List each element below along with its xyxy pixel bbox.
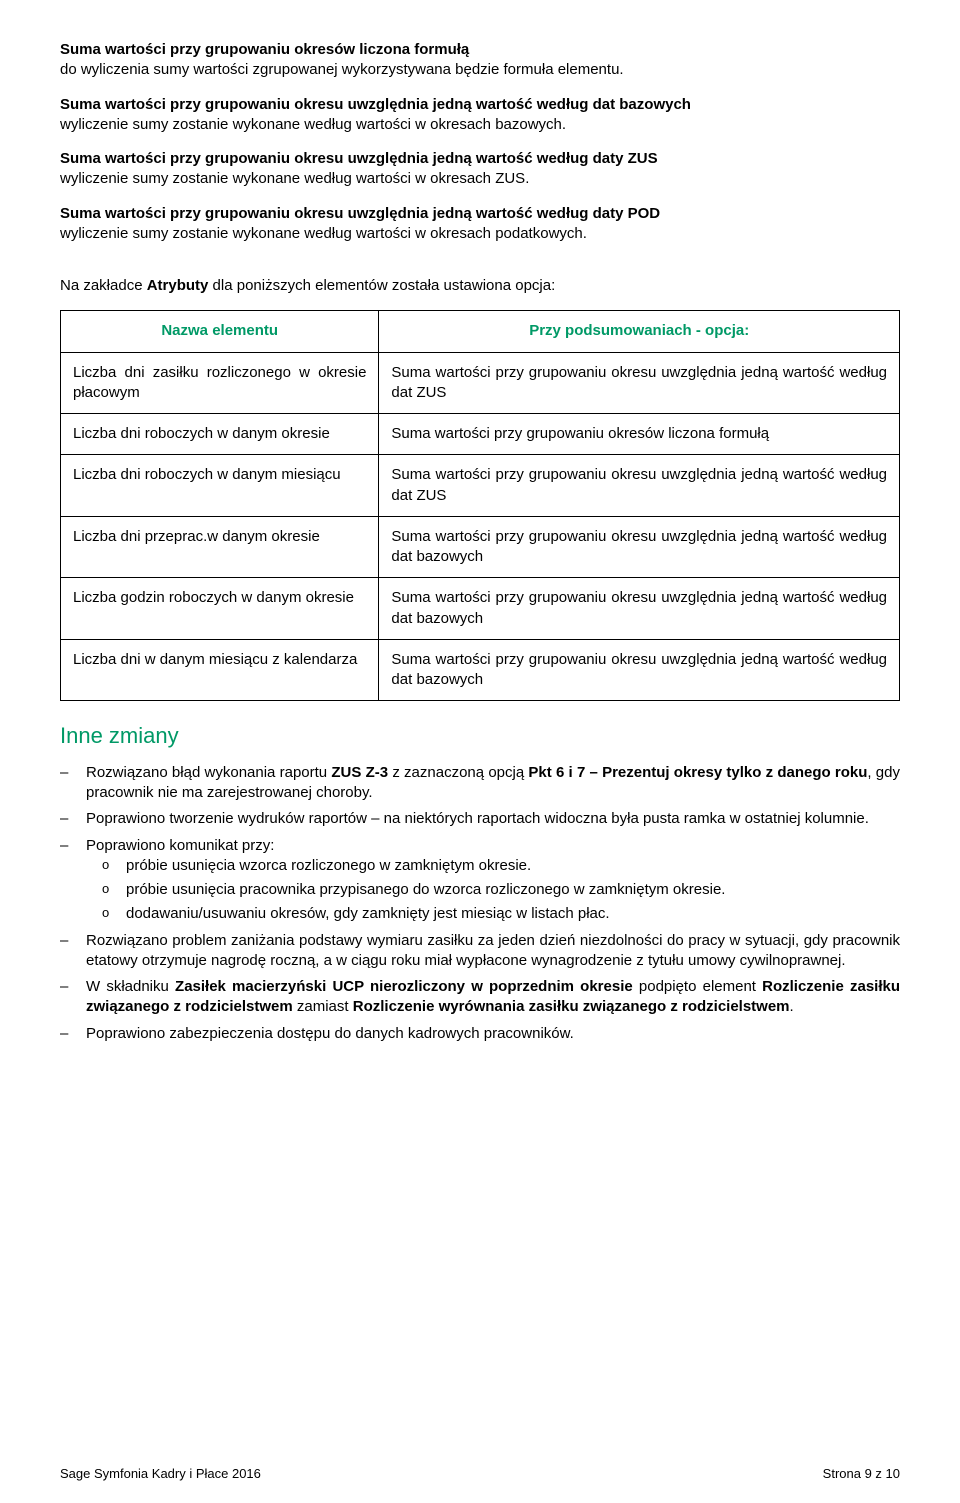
- para3-rest: wyliczenie sumy zostanie wykonane według…: [60, 170, 529, 187]
- b1-b2: Pkt 6 i 7 – Prezentuj okresy tylko z dan…: [528, 764, 867, 781]
- b1-b1: ZUS Z-3: [331, 764, 388, 781]
- table-intro: Na zakładce Atrybuty dla poniższych elem…: [60, 276, 900, 296]
- cell-right: Suma wartości przy grupowaniu okresu uwz…: [379, 639, 900, 701]
- table-row: Liczba dni roboczych w danym miesiącu Su…: [61, 455, 900, 517]
- cell-right: Suma wartości przy grupowaniu okresu uwz…: [379, 516, 900, 578]
- attributes-table: Nazwa elementu Przy podsumowaniach - opc…: [60, 310, 900, 701]
- changes-list: Rozwiązano błąd wykonania raportu ZUS Z-…: [60, 763, 900, 1044]
- para1-bold: Suma wartości przy grupowaniu okresów li…: [60, 41, 469, 58]
- table-row: Liczba dni przeprac.w danym okresie Suma…: [61, 516, 900, 578]
- list-item: Rozwiązano problem zaniżania podstawy wy…: [86, 931, 900, 972]
- b1-mid: z zaznaczoną opcją: [388, 764, 528, 781]
- b5-mid2: zamiast: [293, 998, 353, 1015]
- sub-list-item: próbie usunięcia wzorca rozliczonego w z…: [126, 856, 900, 876]
- list-item: Poprawiono tworzenie wydruków raportów –…: [86, 809, 900, 829]
- list-item: Poprawiono zabezpieczenia dostępu do dan…: [86, 1024, 900, 1044]
- para2-rest: wyliczenie sumy zostanie wykonane według…: [60, 116, 566, 133]
- paragraph-2: Suma wartości przy grupowaniu okresu uwz…: [60, 95, 900, 136]
- footer-right: Strona 9 z 10: [823, 1465, 900, 1483]
- list-item: Poprawiono komunikat przy: próbie usunię…: [86, 836, 900, 925]
- b5-b1: Zasiłek macierzyński UCP nierozliczony w…: [175, 978, 633, 995]
- paragraph-1: Suma wartości przy grupowaniu okresów li…: [60, 40, 900, 81]
- section-heading: Inne zmiany: [60, 721, 900, 751]
- table-row: Liczba dni zasiłku rozliczonego w okresi…: [61, 352, 900, 414]
- para3-bold: Suma wartości przy grupowaniu okresu uwz…: [60, 150, 658, 167]
- cell-left: Liczba godzin roboczych w danym okresie: [61, 578, 379, 640]
- table-row: Liczba dni roboczych w danym okresie Sum…: [61, 414, 900, 455]
- list-item: Rozwiązano błąd wykonania raportu ZUS Z-…: [86, 763, 900, 804]
- cell-left: Liczba dni w danym miesiącu z kalendarza: [61, 639, 379, 701]
- intro-post: dla poniższych elementów została ustawio…: [208, 277, 555, 294]
- intro-pre: Na zakładce: [60, 277, 147, 294]
- paragraph-4: Suma wartości przy grupowaniu okresu uwz…: [60, 204, 900, 245]
- cell-left: Liczba dni roboczych w danym okresie: [61, 414, 379, 455]
- table-row: Liczba godzin roboczych w danym okresie …: [61, 578, 900, 640]
- list-item: W składniku Zasiłek macierzyński UCP nie…: [86, 977, 900, 1018]
- cell-right: Suma wartości przy grupowaniu okresu uwz…: [379, 455, 900, 517]
- b3: Poprawiono komunikat przy:: [86, 837, 274, 854]
- para1-rest: do wyliczenia sumy wartości zgrupowanej …: [60, 61, 624, 78]
- b5-pre: W składniku: [86, 978, 175, 995]
- footer-left: Sage Symfonia Kadry i Płace 2016: [60, 1465, 261, 1483]
- th-left: Nazwa elementu: [61, 311, 379, 352]
- b5-mid1: podpięto element: [633, 978, 762, 995]
- cell-left: Liczba dni przeprac.w danym okresie: [61, 516, 379, 578]
- cell-right: Suma wartości przy grupowaniu okresu uwz…: [379, 352, 900, 414]
- para4-bold: Suma wartości przy grupowaniu okresu uwz…: [60, 205, 660, 222]
- table-row: Liczba dni w danym miesiącu z kalendarza…: [61, 639, 900, 701]
- cell-right: Suma wartości przy grupowaniu okresu uwz…: [379, 578, 900, 640]
- sub-list-item: dodawaniu/usuwaniu okresów, gdy zamknięt…: [126, 904, 900, 924]
- th-right: Przy podsumowaniach - opcja:: [379, 311, 900, 352]
- page-footer: Sage Symfonia Kadry i Płace 2016 Strona …: [60, 1465, 900, 1483]
- para2-bold: Suma wartości przy grupowaniu okresu uwz…: [60, 96, 691, 113]
- b5-b3: Rozliczenie wyrównania zasiłku związaneg…: [353, 998, 790, 1015]
- paragraph-3: Suma wartości przy grupowaniu okresu uwz…: [60, 149, 900, 190]
- b1-pre: Rozwiązano błąd wykonania raportu: [86, 764, 331, 781]
- sub-list: próbie usunięcia wzorca rozliczonego w z…: [86, 856, 900, 925]
- cell-right: Suma wartości przy grupowaniu okresów li…: [379, 414, 900, 455]
- b5-post: .: [790, 998, 794, 1015]
- cell-left: Liczba dni roboczych w danym miesiącu: [61, 455, 379, 517]
- para4-rest: wyliczenie sumy zostanie wykonane według…: [60, 225, 587, 242]
- cell-left: Liczba dni zasiłku rozliczonego w okresi…: [61, 352, 379, 414]
- intro-bold: Atrybuty: [147, 277, 209, 294]
- sub-list-item: próbie usunięcia pracownika przypisanego…: [126, 880, 900, 900]
